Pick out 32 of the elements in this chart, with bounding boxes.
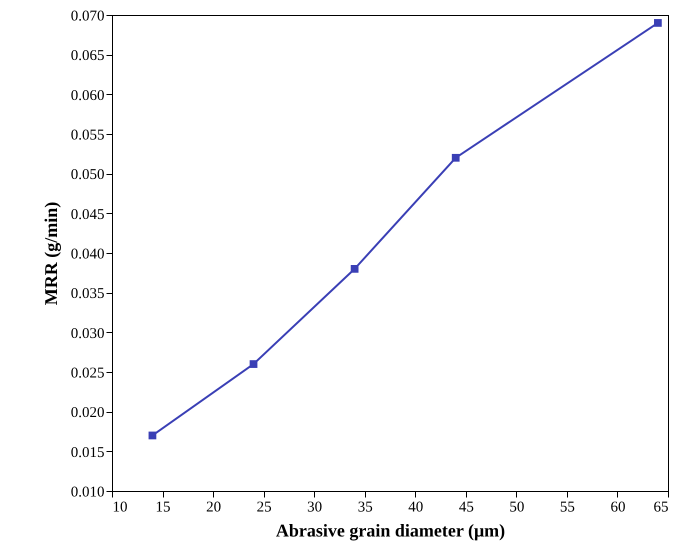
point	[350, 264, 358, 273]
point	[250, 360, 258, 368]
point	[452, 154, 460, 162]
x-tick-label: 40	[408, 500, 424, 516]
x-tick-label: 20	[206, 500, 222, 516]
x-tick-label: 65	[654, 500, 668, 516]
y-axis-title: MRR (g/min)	[40, 202, 61, 306]
x-tick-label: 45	[458, 500, 474, 516]
y-tick-label: 0.015	[70, 444, 104, 461]
x-tick-label: 10	[112, 500, 128, 516]
x-tick-label: 55	[560, 500, 575, 516]
y-tick-label: 0.040	[70, 246, 104, 262]
point	[654, 19, 662, 27]
y-tick-label: 0.010	[70, 484, 104, 500]
y-tick-label: 0.035	[70, 286, 104, 302]
y-tick-label: 0.025	[70, 366, 104, 382]
x-tick-label: 35	[358, 500, 373, 516]
x-tick-label: 50	[509, 500, 524, 516]
x-tick-label: 60	[610, 500, 626, 516]
y-tick-label: 0.070	[70, 8, 104, 24]
y-tick-label: 0.045	[70, 206, 104, 223]
y-tick-label: 0.055	[70, 128, 104, 144]
point	[148, 432, 156, 440]
x-tick-label: 25	[256, 500, 272, 516]
x-axis-title: Abrasive grain diameter (μm)	[276, 520, 506, 540]
y-tick-label: 0.060	[70, 88, 104, 104]
y-tick-label: 0.030	[70, 326, 104, 342]
x-tick-label: 15	[156, 500, 171, 516]
y-tick-label: 0.050	[70, 167, 104, 184]
y-tick-label: 0.020	[70, 405, 104, 422]
x-tick-label: 30	[307, 500, 322, 516]
y-tick-label: 0.065	[70, 48, 104, 64]
